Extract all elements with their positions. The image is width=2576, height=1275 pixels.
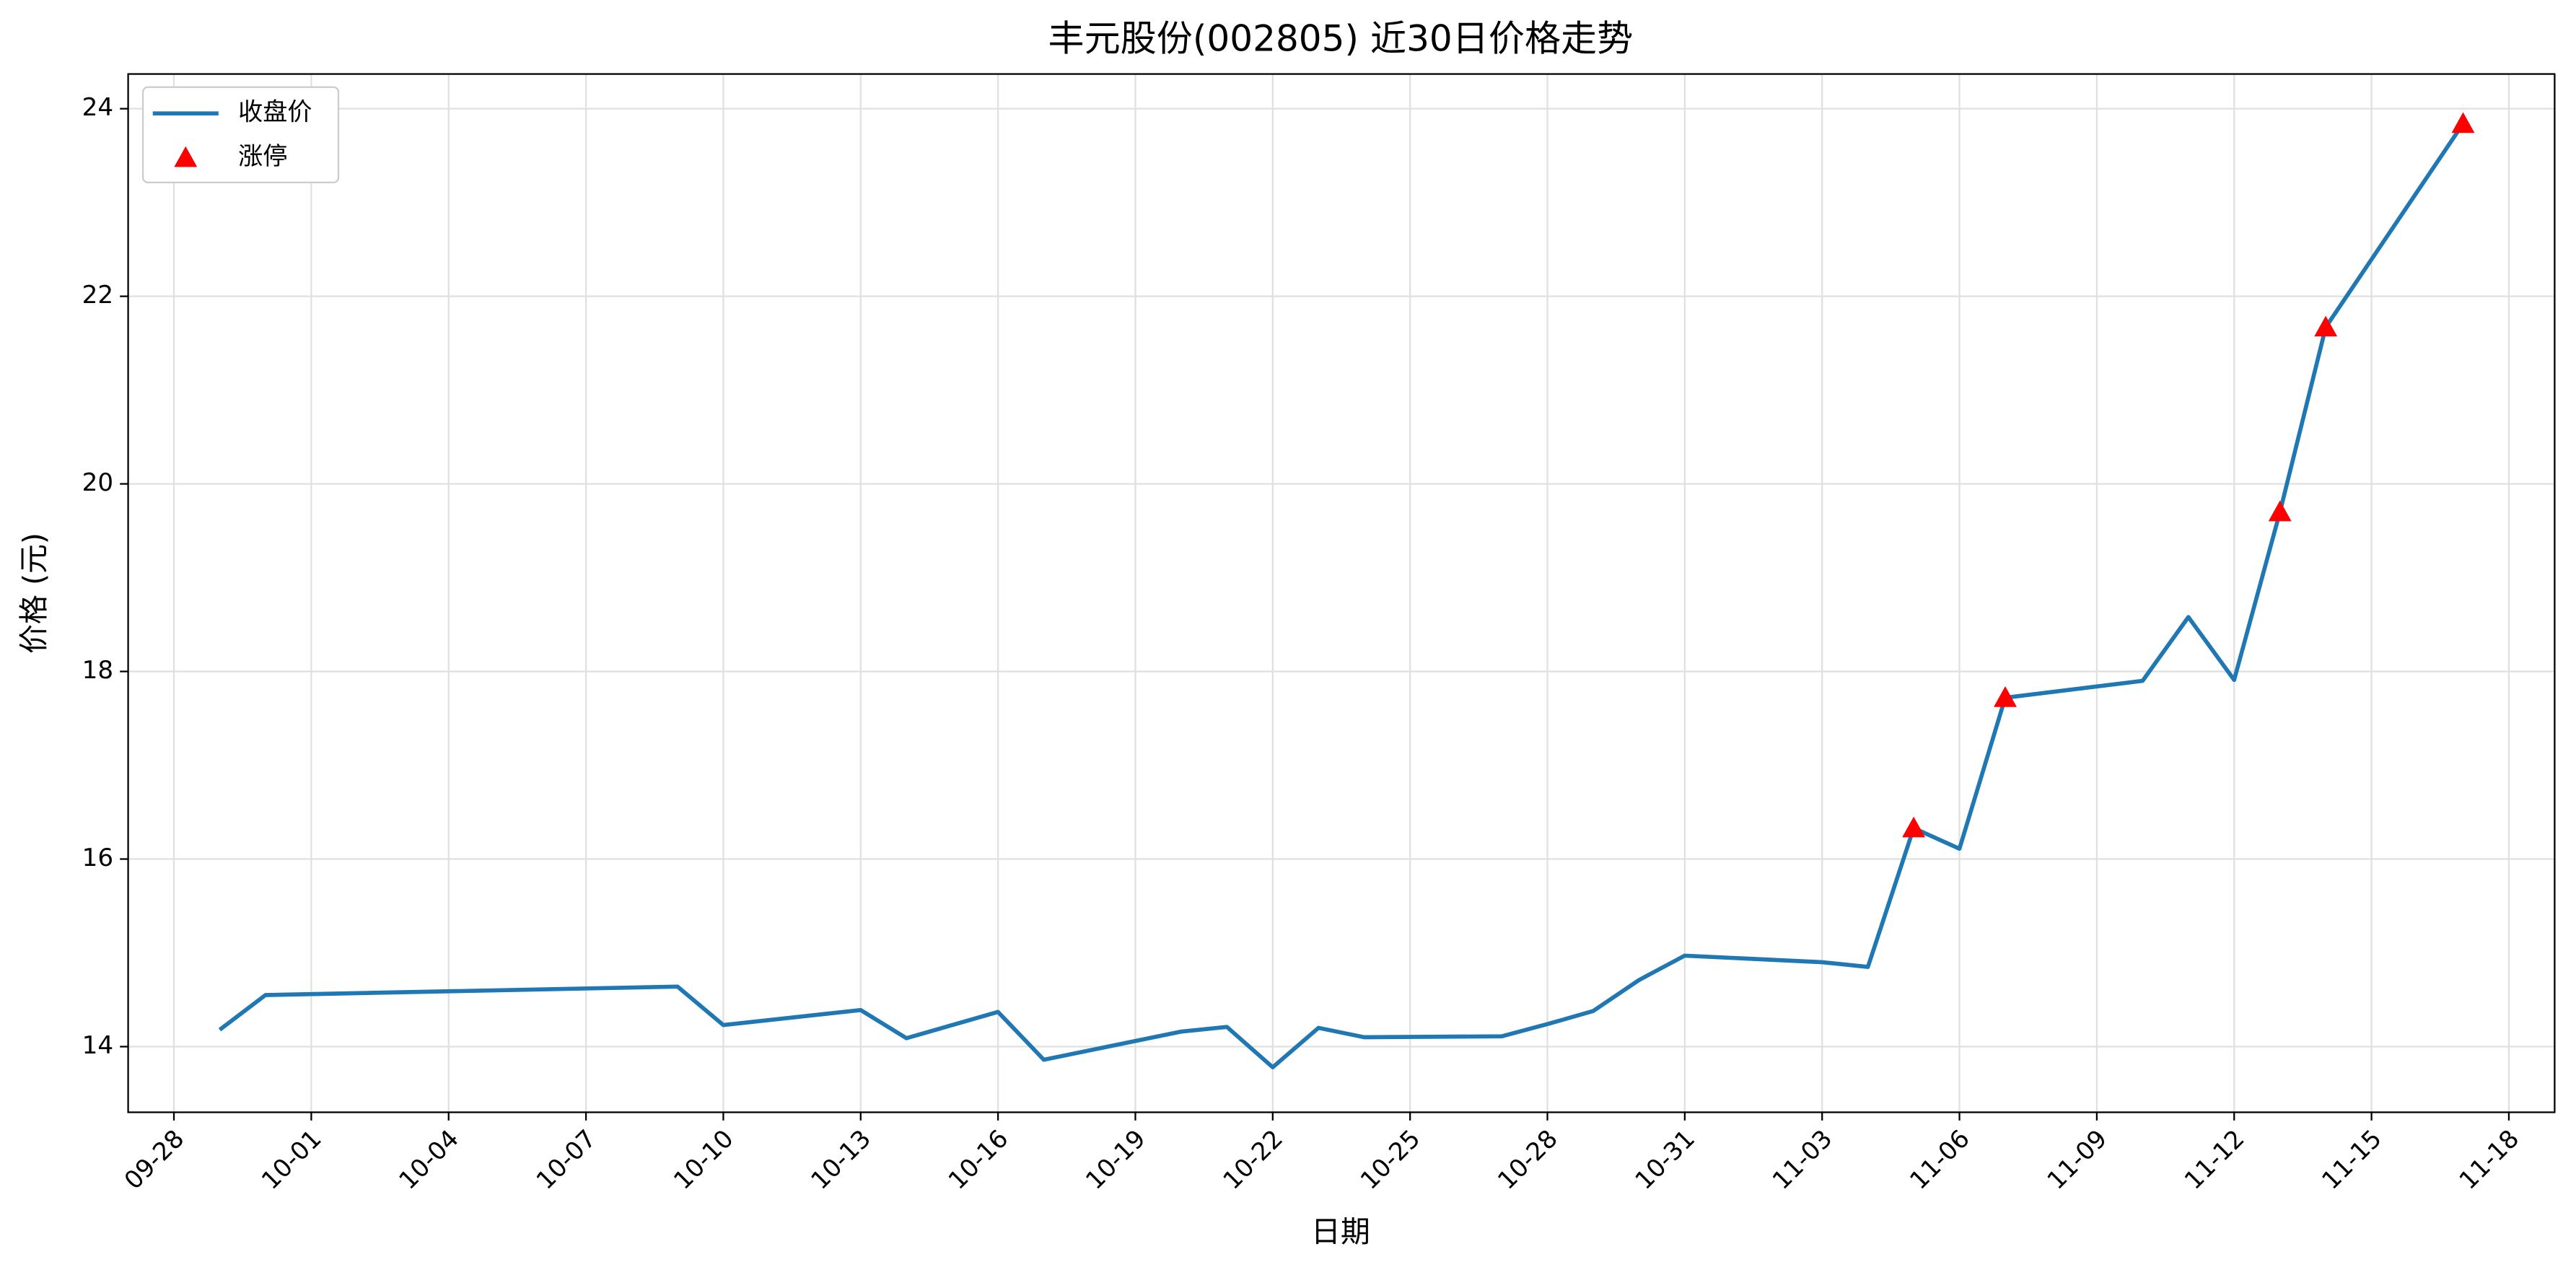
plot-frame xyxy=(127,73,2556,1113)
limit-up-marker xyxy=(2268,500,2292,522)
y-tick-label: 14 xyxy=(82,1031,113,1060)
legend-label: 收盘价 xyxy=(238,98,312,127)
chart-title: 丰元股份(002805) 近30日价格走势 xyxy=(1048,18,1634,60)
y-tick-label: 20 xyxy=(82,468,113,497)
x-axis-label: 日期 xyxy=(1311,1214,1370,1249)
limit-up-marker xyxy=(2314,315,2338,337)
y-tick-label: 24 xyxy=(82,93,113,122)
limit-up-marker xyxy=(1994,686,2017,707)
price-line xyxy=(218,122,2465,1069)
y-tick-label: 16 xyxy=(82,844,113,872)
legend-label: 涨停 xyxy=(238,142,287,171)
y-tick-label: 22 xyxy=(82,281,113,310)
y-tick-label: 18 xyxy=(82,656,113,685)
y-axis-label: 价格 (元) xyxy=(17,533,51,654)
limit-up-marker xyxy=(1902,816,1926,838)
limit-up-marker xyxy=(2451,112,2475,133)
legend-swatch xyxy=(174,146,198,167)
